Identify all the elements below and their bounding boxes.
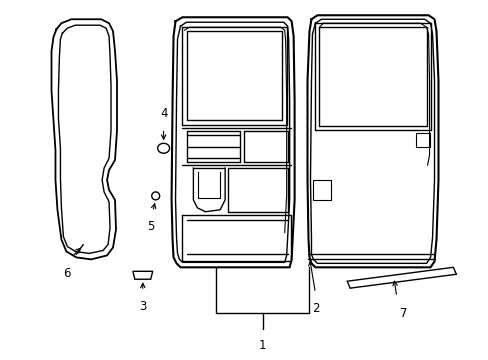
- Polygon shape: [133, 271, 152, 279]
- Polygon shape: [313, 180, 331, 200]
- Text: 2: 2: [311, 302, 319, 315]
- Text: 4: 4: [160, 108, 167, 121]
- Text: 5: 5: [147, 220, 154, 233]
- Text: 1: 1: [259, 339, 266, 352]
- Text: 7: 7: [399, 307, 407, 320]
- Polygon shape: [415, 133, 428, 147]
- Text: 3: 3: [139, 300, 146, 313]
- Text: 6: 6: [62, 267, 70, 280]
